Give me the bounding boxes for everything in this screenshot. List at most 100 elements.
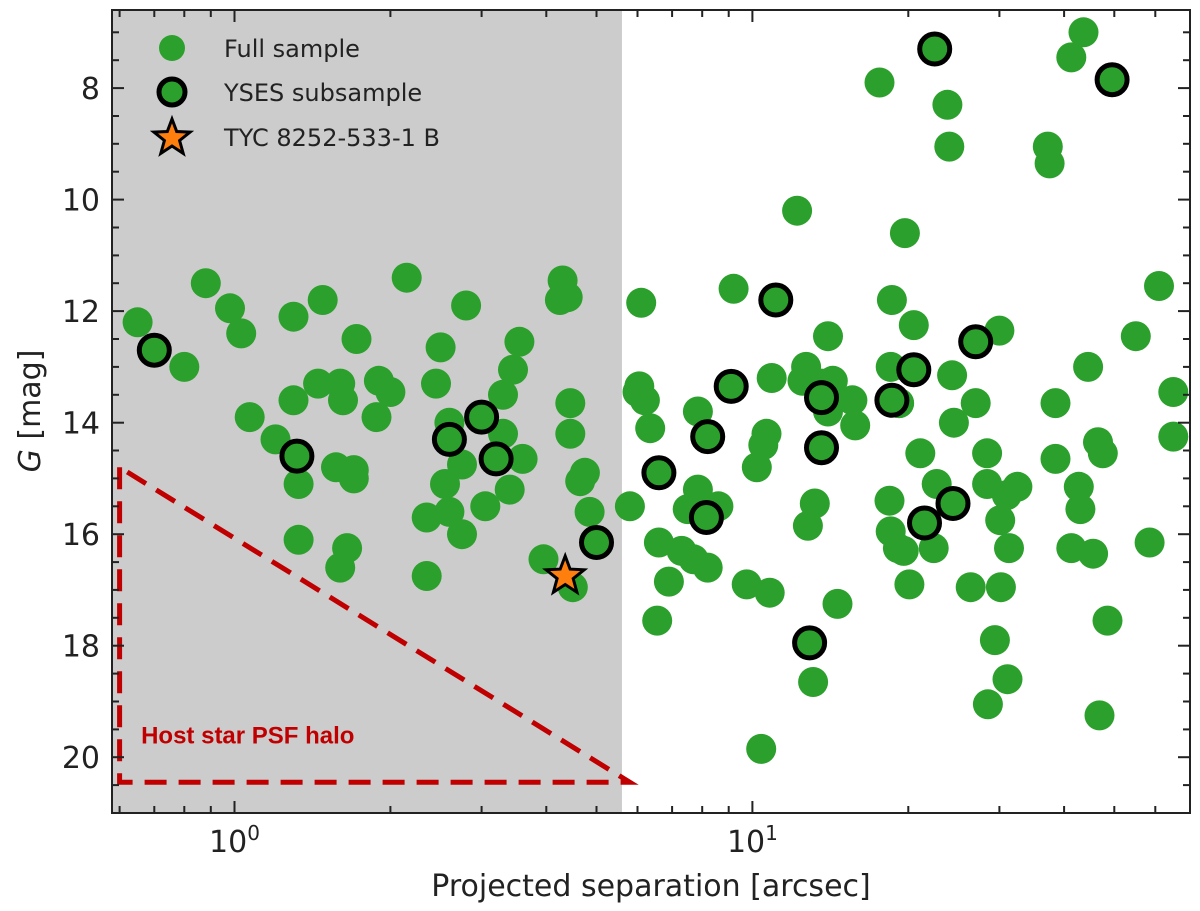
yses-subsample-point-0	[136, 332, 172, 368]
y-tick-label-3: 14	[62, 407, 100, 442]
full-sample-point-152	[1084, 700, 1115, 731]
full-sample-point-29	[421, 368, 451, 399]
full-sample-point-75	[692, 552, 723, 583]
full-sample-point-131	[972, 689, 1003, 720]
x-axis-ticks: 100 101	[118, 10, 1191, 860]
psf-halo-label: Host star PSF halo	[141, 722, 354, 749]
full-sample-point-139	[1002, 471, 1033, 502]
full-sample-point-157	[1134, 527, 1165, 558]
full-sample-point-62	[629, 385, 660, 416]
full-sample-point-35	[447, 519, 477, 550]
full-sample-point-56	[574, 496, 605, 527]
full-sample-point-153	[1087, 438, 1118, 469]
y-tick-label-2: 12	[62, 295, 100, 330]
psf-halo-dashed-triangle	[117, 465, 639, 785]
full-sample-point-82	[746, 733, 777, 764]
full-sample-point-19	[332, 533, 363, 564]
legend: Full sample YSES subsample TYC 8252-533-…	[149, 35, 440, 157]
y-tick-label-5: 18	[62, 630, 100, 665]
yses-subsample-point-20	[1094, 62, 1130, 98]
y-tick-label-1: 10	[62, 184, 100, 219]
full-sample-point-64	[642, 605, 673, 636]
yses-subsample-point-11	[792, 625, 828, 661]
yses-subsample-point-10	[758, 282, 794, 318]
full-sample-point-97	[813, 321, 843, 352]
full-sample-point-113	[894, 569, 925, 600]
yses-subsample-point-17	[917, 31, 953, 67]
full-sample-point-0	[122, 307, 153, 338]
y-tick-label-4: 16	[62, 518, 100, 553]
full-sample-point-83	[751, 418, 782, 449]
full-sample-point-34	[434, 496, 465, 527]
full-sample-point-79	[731, 569, 762, 600]
yses-subsample-point-6	[641, 455, 677, 491]
full-sample-point-122	[934, 131, 965, 162]
full-sample-point-146	[1063, 471, 1094, 502]
yses-subsample-point-9	[713, 368, 749, 404]
full-sample-point-143	[1040, 388, 1071, 419]
full-sample-point-51	[555, 388, 586, 419]
full-sample-point-150	[1078, 538, 1109, 569]
full-sample-point-12	[283, 524, 314, 555]
full-sample-point-58	[614, 491, 645, 522]
full-sample-point-63	[635, 413, 666, 444]
full-sample-point-115	[898, 310, 929, 341]
full-sample-point-137	[992, 664, 1023, 695]
full-sample-point-31	[430, 469, 460, 499]
full-sample-point-103	[864, 67, 895, 98]
full-sample-point-154	[1092, 605, 1123, 636]
full-sample-point-148	[1068, 17, 1099, 48]
full-sample-point-6	[234, 402, 265, 433]
full-sample-point-124	[938, 407, 969, 438]
full-sample-point-2	[169, 351, 200, 382]
full-sample-point-25	[375, 377, 406, 407]
plot-frame	[111, 9, 1191, 814]
yses-subsample-point-8	[688, 500, 724, 535]
x-tick-label-1: 101	[727, 821, 778, 860]
full-sample-point-92	[798, 667, 829, 697]
full-sample-point-4	[215, 293, 245, 324]
full-sample-point-123	[937, 360, 968, 391]
full-sample-point-71	[682, 474, 713, 505]
full-sample-point-158	[1144, 271, 1174, 301]
y-axis-ticks: 8 10 12 14 16 18 20	[62, 31, 1190, 814]
data-points	[122, 17, 1189, 764]
full-sample-point-36	[447, 449, 477, 480]
full-sample-point-142	[1040, 443, 1071, 474]
full-sample-point-45	[504, 326, 535, 357]
yses-subsample-point-14	[874, 382, 910, 418]
y-axis-label-symbol: G	[13, 449, 48, 472]
full-sample-point-102	[840, 410, 871, 441]
legend-label-tyc: TYC 8252-533-1 B	[223, 124, 440, 152]
full-sample-point-128	[960, 388, 991, 419]
full-sample-point-84	[754, 577, 785, 608]
full-sample-point-60	[626, 287, 657, 318]
full-sample-point-119	[918, 533, 949, 564]
full-sample-point-144	[1056, 42, 1087, 73]
full-sample-point-87	[782, 195, 813, 226]
yses-subsample-point-19	[958, 324, 994, 360]
full-sample-point-50	[552, 282, 583, 313]
yses-subsample-point-1	[279, 438, 315, 474]
full-sample-point-47	[528, 544, 559, 575]
full-sample-point-8	[278, 385, 309, 416]
legend-marker-tyc-star	[149, 114, 195, 157]
yses-subsample-point-16	[907, 505, 942, 541]
full-sample-point-104	[876, 285, 907, 315]
y-axis-label: G [mag]	[13, 350, 48, 473]
full-sample-point-93	[799, 488, 830, 519]
full-sample-point-46	[507, 443, 538, 474]
x-tick-label-0: 100	[209, 821, 260, 860]
full-sample-point-121	[932, 89, 963, 120]
full-sample-point-138	[994, 533, 1024, 564]
full-sample-point-28	[411, 502, 442, 533]
full-sample-point-111	[888, 535, 919, 566]
x-axis-label: Projected separation [arcsec]	[431, 869, 870, 904]
full-sample-point-100	[822, 588, 853, 619]
full-sample-point-27	[411, 561, 442, 591]
full-sample-point-156	[1120, 321, 1151, 352]
full-sample-point-55	[569, 457, 600, 488]
psf-halo-annotation: Host star PSF halo	[117, 465, 639, 785]
full-sample-point-134	[985, 505, 1016, 536]
full-sample-point-141	[1034, 148, 1065, 179]
